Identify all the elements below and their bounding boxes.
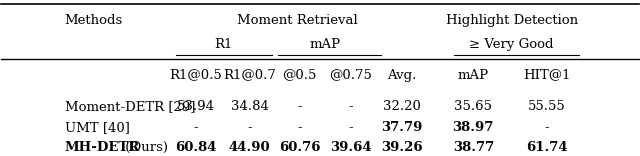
Text: HIT@1: HIT@1 [523,68,570,82]
Text: -: - [545,121,549,134]
Text: 60.84: 60.84 [175,141,216,154]
Text: UMT [40]: UMT [40] [65,121,129,134]
Text: ≥ Very Good: ≥ Very Good [469,38,554,51]
Text: Methods: Methods [65,14,123,27]
Text: @0.75: @0.75 [329,68,372,82]
Text: 53.94: 53.94 [177,100,214,113]
Text: Moment Retrieval: Moment Retrieval [237,14,358,27]
Text: -: - [348,121,353,134]
Text: 38.97: 38.97 [452,121,494,134]
Text: Moment-DETR [29]: Moment-DETR [29] [65,100,195,113]
Text: -: - [348,100,353,113]
Text: 32.20: 32.20 [383,100,420,113]
Text: R1@0.5: R1@0.5 [169,68,222,82]
Text: @0.5: @0.5 [282,68,317,82]
Text: -: - [297,100,302,113]
Text: mAP: mAP [310,38,340,51]
Text: -: - [297,121,302,134]
Text: 61.74: 61.74 [526,141,568,154]
Text: -: - [248,121,252,134]
Text: 39.26: 39.26 [381,141,422,154]
Text: 37.79: 37.79 [381,121,422,134]
Text: (Ours): (Ours) [121,141,168,154]
Text: -: - [193,121,198,134]
Text: 55.55: 55.55 [528,100,566,113]
Text: MH-DETR: MH-DETR [65,141,140,154]
Text: 60.76: 60.76 [279,141,320,154]
Text: 38.77: 38.77 [452,141,494,154]
Text: 34.84: 34.84 [231,100,269,113]
Text: mAP: mAP [458,68,489,82]
Text: Avg.: Avg. [387,68,417,82]
Text: R1@0.7: R1@0.7 [223,68,276,82]
Text: 44.90: 44.90 [229,141,271,154]
Text: 39.64: 39.64 [330,141,371,154]
Text: 35.65: 35.65 [454,100,492,113]
Text: R1: R1 [214,38,232,51]
Text: Highlight Detection: Highlight Detection [445,14,578,27]
